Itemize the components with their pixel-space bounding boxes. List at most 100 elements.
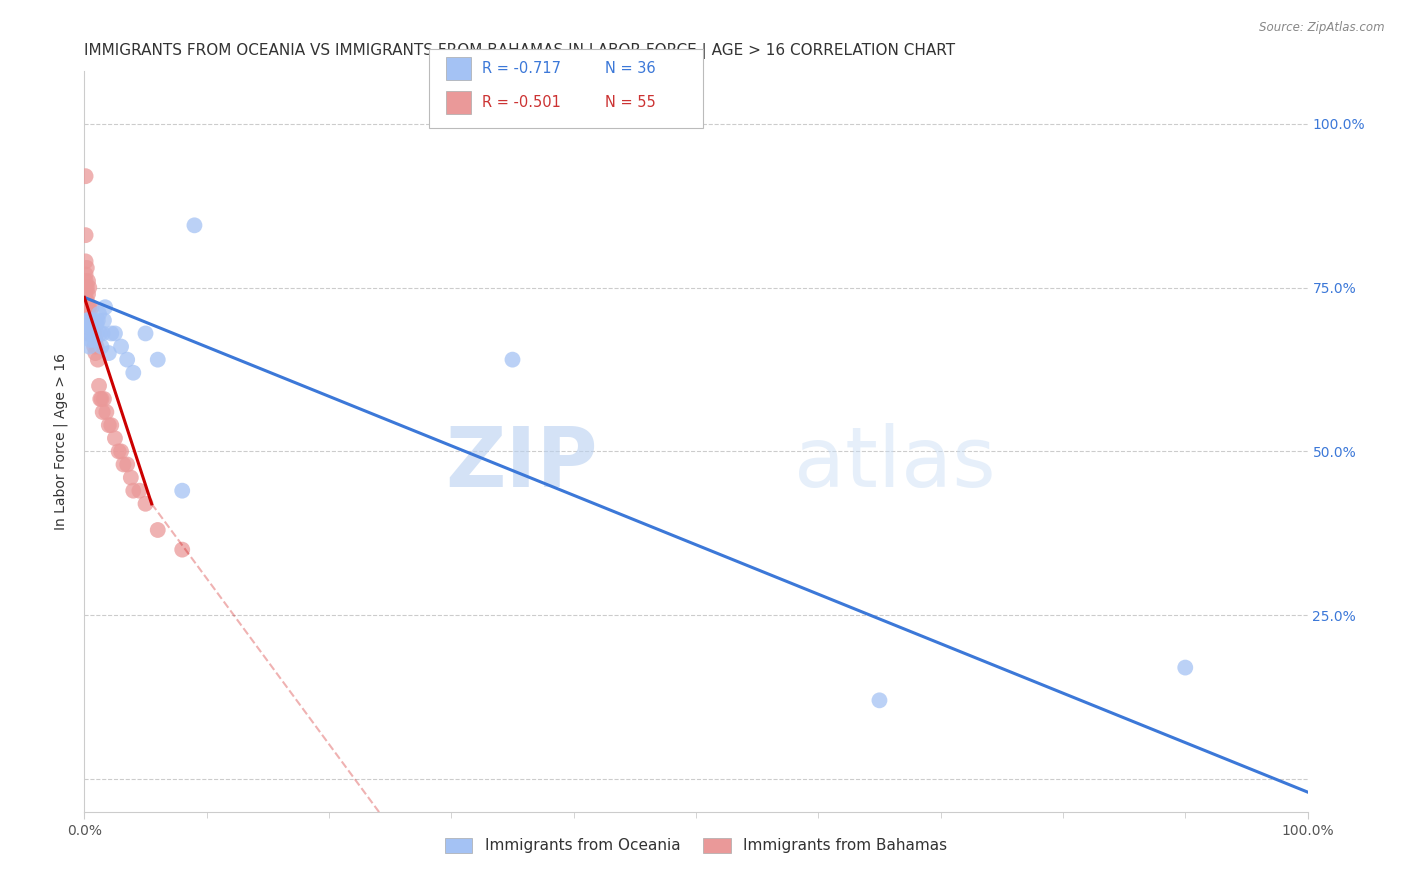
Point	[77, 287, 100, 301]
Point	[75, 274, 97, 288]
Point	[83, 319, 105, 334]
Point	[82, 319, 104, 334]
Point	[128, 483, 150, 498]
Point	[77, 274, 100, 288]
Point	[86, 326, 108, 341]
Point	[77, 326, 100, 341]
Point	[93, 313, 115, 327]
Point	[75, 169, 97, 184]
Point	[110, 444, 132, 458]
Point	[115, 352, 138, 367]
Text: atlas: atlas	[794, 423, 995, 504]
Text: IMMIGRANTS FROM OCEANIA VS IMMIGRANTS FROM BAHAMAS IN LABOR FORCE | AGE > 16 COR: IMMIGRANTS FROM OCEANIA VS IMMIGRANTS FR…	[84, 43, 956, 59]
Point	[76, 293, 98, 308]
Point	[77, 300, 100, 314]
Point	[75, 254, 97, 268]
Point	[1174, 660, 1197, 674]
Point	[97, 418, 120, 433]
Point	[79, 326, 101, 341]
Point	[75, 313, 97, 327]
Text: Source: ZipAtlas.com: Source: ZipAtlas.com	[1260, 21, 1385, 34]
Point	[112, 458, 135, 472]
Point	[83, 333, 105, 347]
Point	[87, 379, 110, 393]
Point	[77, 313, 100, 327]
Point	[86, 317, 108, 331]
Point	[75, 317, 97, 331]
Y-axis label: In Labor Force | Age > 16: In Labor Force | Age > 16	[53, 353, 69, 530]
Text: R = -0.501: R = -0.501	[482, 95, 561, 110]
Point	[79, 313, 101, 327]
Text: N = 55: N = 55	[605, 95, 655, 110]
Point	[80, 319, 103, 334]
Point	[76, 280, 98, 294]
Point	[172, 483, 194, 498]
Point	[93, 392, 115, 406]
Point	[135, 497, 157, 511]
Point	[110, 339, 132, 353]
Point	[83, 339, 105, 353]
Point	[89, 326, 111, 341]
Text: ZIP: ZIP	[446, 423, 598, 504]
Point	[87, 352, 110, 367]
Point	[75, 317, 97, 331]
Point	[84, 317, 107, 331]
Point	[77, 313, 100, 327]
Point	[146, 523, 169, 537]
Point	[80, 326, 103, 341]
Point	[502, 352, 524, 367]
Point	[122, 483, 145, 498]
Point	[76, 300, 98, 314]
Point	[97, 346, 120, 360]
Point	[87, 307, 110, 321]
Point	[75, 280, 97, 294]
Point	[82, 313, 104, 327]
Text: N = 36: N = 36	[605, 62, 655, 76]
Point	[76, 313, 98, 327]
Point	[75, 287, 97, 301]
Point	[172, 542, 194, 557]
Point	[77, 319, 100, 334]
Point	[76, 319, 98, 334]
Point	[104, 326, 127, 341]
Point	[79, 333, 101, 347]
Point	[77, 280, 100, 294]
Point	[80, 300, 103, 314]
Text: R = -0.717: R = -0.717	[482, 62, 561, 76]
Point	[94, 300, 117, 314]
Point	[76, 326, 98, 341]
Point	[79, 317, 101, 331]
Point	[104, 431, 127, 445]
Point	[90, 392, 112, 406]
Point	[120, 470, 142, 484]
Point	[107, 444, 129, 458]
Point	[91, 405, 114, 419]
Point	[115, 458, 138, 472]
Point	[82, 326, 104, 341]
Point	[135, 326, 157, 341]
Point	[869, 693, 891, 707]
Point	[89, 392, 111, 406]
Point	[122, 366, 145, 380]
Point	[183, 219, 205, 233]
Point	[77, 339, 100, 353]
Point	[96, 405, 118, 419]
Point	[76, 260, 98, 275]
Point	[83, 326, 105, 341]
Point	[87, 313, 110, 327]
Point	[75, 307, 97, 321]
Point	[100, 418, 122, 433]
Point	[75, 300, 97, 314]
Point	[75, 268, 97, 282]
Point	[146, 352, 169, 367]
Point	[86, 339, 108, 353]
Point	[90, 339, 112, 353]
Point	[100, 326, 122, 341]
Point	[75, 228, 97, 243]
Point	[75, 293, 97, 308]
Point	[84, 333, 107, 347]
Legend: Immigrants from Oceania, Immigrants from Bahamas: Immigrants from Oceania, Immigrants from…	[439, 831, 953, 860]
Point	[84, 346, 107, 360]
Point	[91, 326, 114, 341]
Point	[76, 313, 98, 327]
